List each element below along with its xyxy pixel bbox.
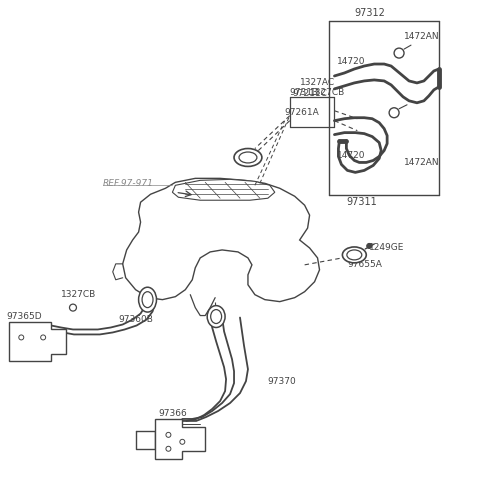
Polygon shape bbox=[9, 322, 66, 361]
Ellipse shape bbox=[211, 310, 222, 324]
Circle shape bbox=[166, 433, 171, 437]
Text: 97370: 97370 bbox=[268, 377, 297, 386]
Ellipse shape bbox=[342, 247, 366, 263]
Ellipse shape bbox=[139, 287, 156, 312]
Polygon shape bbox=[156, 419, 205, 459]
Circle shape bbox=[394, 48, 404, 58]
Circle shape bbox=[180, 439, 185, 444]
Text: 97211C: 97211C bbox=[293, 89, 327, 98]
Text: 14720: 14720 bbox=[337, 151, 366, 160]
Circle shape bbox=[166, 446, 171, 451]
Text: 1327CB: 1327CB bbox=[310, 88, 345, 98]
Circle shape bbox=[367, 243, 372, 249]
Ellipse shape bbox=[142, 292, 153, 308]
Text: 1472AN: 1472AN bbox=[404, 158, 440, 167]
Circle shape bbox=[41, 335, 46, 340]
Circle shape bbox=[70, 304, 76, 311]
Circle shape bbox=[389, 108, 399, 118]
Text: REF.97-971: REF.97-971 bbox=[103, 179, 154, 188]
Text: 1327CB: 1327CB bbox=[61, 290, 96, 299]
Text: 97365D: 97365D bbox=[6, 312, 42, 321]
Text: 97312: 97312 bbox=[354, 8, 385, 18]
Text: 14720: 14720 bbox=[337, 56, 366, 65]
Text: 97366: 97366 bbox=[158, 410, 187, 418]
Text: 97360B: 97360B bbox=[119, 315, 154, 324]
Ellipse shape bbox=[239, 152, 257, 163]
Text: 97313: 97313 bbox=[290, 88, 318, 98]
Text: 1327AC: 1327AC bbox=[300, 78, 335, 87]
Circle shape bbox=[19, 335, 24, 340]
Polygon shape bbox=[172, 179, 275, 200]
Text: 97261A: 97261A bbox=[285, 108, 320, 117]
Polygon shape bbox=[123, 178, 320, 302]
Text: 1249GE: 1249GE bbox=[369, 243, 405, 252]
Ellipse shape bbox=[207, 305, 225, 327]
Text: 97655A: 97655A bbox=[348, 261, 382, 269]
Ellipse shape bbox=[347, 250, 362, 260]
Text: 1472AN: 1472AN bbox=[404, 32, 440, 41]
Text: 97311: 97311 bbox=[346, 197, 377, 207]
Ellipse shape bbox=[234, 149, 262, 166]
